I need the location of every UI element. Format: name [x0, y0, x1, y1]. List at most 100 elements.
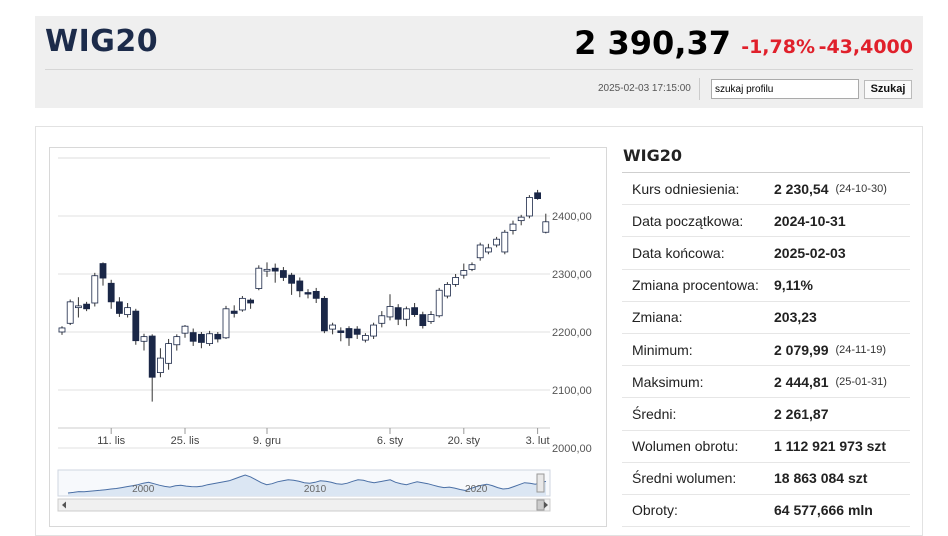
search-separator	[699, 78, 700, 100]
stats-label: Kurs odniesienia:	[632, 180, 740, 197]
candle-body	[189, 332, 197, 342]
candle-body	[222, 308, 230, 339]
stats-label: Wolumen obrotu:	[632, 438, 739, 455]
candle-body	[238, 297, 246, 311]
candle-body	[427, 314, 435, 322]
candle-body	[484, 247, 492, 253]
candle-body	[525, 197, 533, 217]
stats-row: Zmiana: 203,23	[622, 302, 910, 334]
scrollbar-thumb[interactable]	[536, 499, 545, 511]
candle-body	[140, 336, 148, 342]
change-percent: -1,78%	[741, 36, 815, 58]
stats-row: Data końcowa: 2025-02-03	[622, 237, 910, 270]
y-tick-label: 2200,00	[552, 327, 592, 339]
candle-body	[206, 333, 214, 345]
candle-body	[509, 223, 517, 231]
navigator-tick-label: 2010	[304, 484, 327, 495]
stats-label: Średni:	[632, 405, 677, 422]
stats-label: Zmiana procentowa:	[632, 277, 759, 294]
stats-value: 9,11%	[774, 277, 813, 294]
candle-body	[402, 308, 410, 320]
candle-body	[165, 343, 172, 364]
candle-body	[345, 328, 353, 339]
stats-label: Data początkowa:	[632, 212, 744, 229]
candle-body	[197, 333, 205, 343]
stats-value: 64 577,666 mln	[774, 502, 873, 519]
change-absolute: -43,4000	[818, 36, 913, 58]
stats-label: Minimum:	[632, 341, 693, 358]
x-tick-label: 25. lis	[171, 435, 200, 447]
candle-body	[419, 314, 427, 327]
stats-label: Data końcowa:	[632, 244, 725, 261]
stats-row: Średni: 2 261,87	[622, 398, 910, 431]
candle-body	[214, 333, 222, 340]
stats-row: Kurs odniesienia: 2 230,54 (24-10-30)	[622, 173, 910, 206]
stats-label: Średni wolumen:	[632, 470, 737, 487]
index-title: WIG20	[45, 24, 159, 59]
candle-body	[91, 275, 99, 304]
candle-body	[534, 192, 542, 199]
candle-body	[542, 221, 550, 233]
candle-body	[329, 324, 337, 330]
candle-body	[443, 284, 451, 297]
candle-body	[124, 307, 131, 315]
x-tick-label: 3. lut	[526, 435, 550, 447]
candle-body	[157, 357, 164, 374]
stats-label: Obroty:	[632, 502, 678, 519]
candle-body	[304, 292, 312, 295]
scrollbar-track[interactable]	[57, 498, 551, 512]
candle-body	[107, 282, 115, 303]
candle-body	[386, 306, 394, 318]
navigator-line	[67, 474, 547, 494]
search-input[interactable]	[711, 79, 859, 99]
stats-row: Data początkowa: 2024-10-31	[622, 205, 910, 238]
header-divider	[45, 69, 913, 70]
stats-row: Minimum: 2 079,99 (24-11-19)	[622, 334, 910, 367]
stats-title: WIG20	[622, 146, 910, 173]
candle-body	[263, 268, 271, 272]
candle-body	[353, 328, 361, 335]
search-button[interactable]: Szukaj	[864, 80, 912, 99]
candle-body	[501, 231, 509, 253]
candle-body	[181, 325, 189, 334]
navigator-handle[interactable]	[536, 473, 545, 493]
stats-date: (25-01-31)	[835, 375, 887, 388]
candle-body	[148, 335, 156, 378]
stats-row: Średni wolumen: 18 863 084 szt	[622, 463, 910, 495]
x-tick-label: 20. sty	[448, 435, 481, 447]
scroll-left-icon[interactable]	[62, 501, 66, 509]
stats-value: 2 261,87	[774, 405, 829, 422]
candle-body	[296, 280, 304, 292]
navigator-tick-label: 2020	[465, 484, 488, 495]
stats-value: 2 079,99	[774, 341, 829, 358]
chart-container[interactable]: 2000,00 2100,00 2200,00 2300,00 2400,00 11. l…	[49, 147, 607, 527]
candle-body	[116, 301, 123, 314]
candle-body	[394, 307, 402, 320]
candlestick-chart[interactable]: 2000,00 2100,00 2200,00 2300,00 2400,00 11. l…	[50, 148, 608, 528]
scroll-right-icon[interactable]	[544, 501, 548, 509]
candle-body	[99, 263, 107, 279]
stats-row: Zmiana procentowa: 9,11%	[622, 270, 910, 302]
stats-value: 2 444,81	[774, 373, 829, 390]
stats-label: Zmiana:	[632, 309, 683, 326]
stats-row: Wolumen obrotu: 1 112 921 973 szt	[622, 431, 910, 463]
current-price: 2 390,37	[574, 24, 731, 62]
y-tick-label: 2100,00	[552, 385, 592, 397]
candle-body	[468, 264, 476, 270]
y-tick-label: 2000,00	[552, 443, 592, 455]
candle-body	[132, 310, 140, 342]
candle-body	[173, 336, 181, 346]
candle-body	[271, 267, 279, 272]
candle-body	[255, 267, 263, 289]
candle-body	[230, 310, 238, 314]
candle-body	[320, 297, 328, 332]
stats-value: 1 112 921 973 szt	[774, 438, 887, 455]
stats-value: 2 230,54	[774, 180, 829, 197]
candle-body	[378, 315, 386, 324]
x-tick-label: 6. sty	[377, 435, 404, 447]
candle-body	[66, 301, 74, 324]
candle-body	[452, 277, 460, 285]
candle-body	[517, 216, 525, 222]
stats-label: Maksimum:	[632, 373, 704, 390]
stats-row: Maksimum: 2 444,81 (25-01-31)	[622, 366, 910, 399]
